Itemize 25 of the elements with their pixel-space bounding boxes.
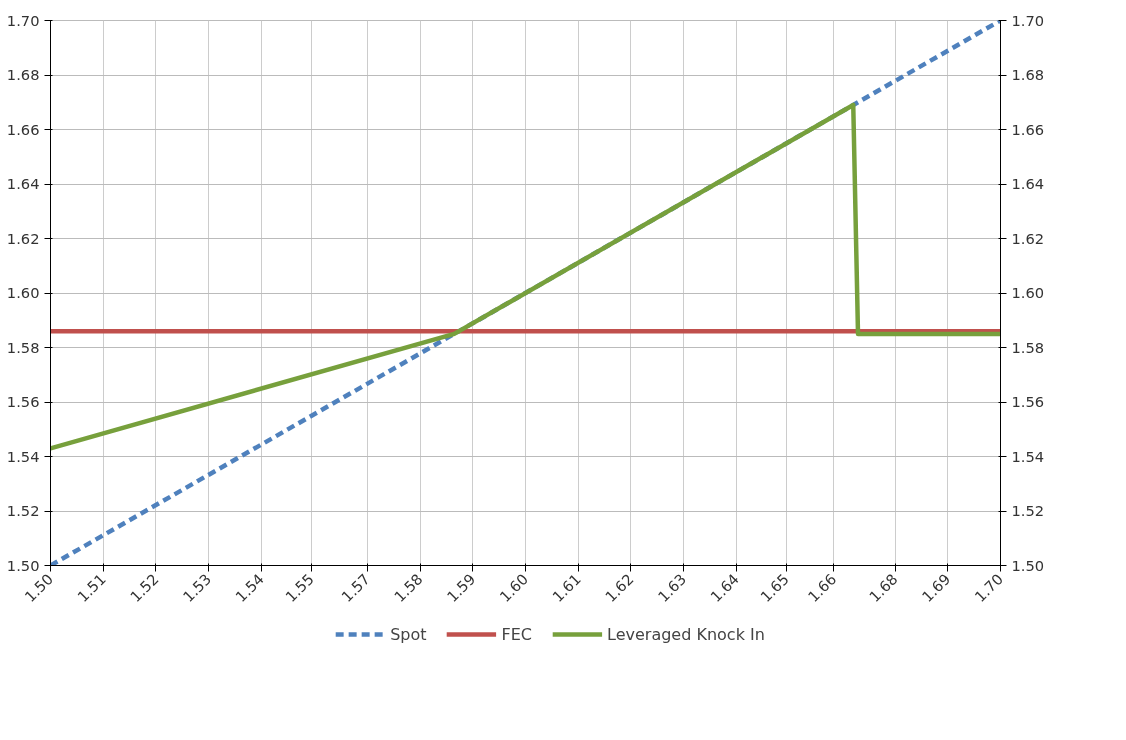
- y2-tick-label: 1.50: [1011, 556, 1045, 574]
- legend-label: Spot: [390, 624, 427, 644]
- y2-tick-label: 1.68: [1011, 66, 1045, 83]
- y2-tick-label: 1.52: [1011, 502, 1045, 519]
- legend-label: Leveraged Knock In: [607, 624, 765, 644]
- y2-tick-label: 1.60: [1011, 284, 1045, 301]
- y2-tick-label: 1.70: [1011, 11, 1045, 29]
- y2-tick-label: 1.58: [1011, 338, 1045, 356]
- y2-tick-label: 1.66: [1011, 120, 1045, 138]
- y-tick-label: 1.50: [6, 556, 40, 574]
- y2-tick-label: 1.56: [1011, 393, 1045, 410]
- y-tick-label: 1.52: [6, 502, 40, 519]
- legend-label: FEC: [501, 624, 533, 644]
- y2-tick-label: 1.54: [1011, 447, 1045, 465]
- y-tick-label: 1.68: [6, 66, 40, 83]
- y-tick-label: 1.56: [6, 393, 40, 410]
- y-tick-label: 1.60: [6, 284, 40, 301]
- y-tick-label: 1.66: [6, 120, 40, 138]
- y-tick-label: 1.58: [6, 338, 40, 356]
- y2-tick-label: 1.64: [1011, 175, 1045, 192]
- y2-tick-label: 1.62: [1011, 229, 1045, 247]
- y-tick-label: 1.70: [6, 11, 40, 29]
- y-tick-label: 1.64: [6, 175, 40, 192]
- y-tick-label: 1.62: [6, 229, 40, 247]
- y-tick-label: 1.54: [6, 447, 40, 465]
